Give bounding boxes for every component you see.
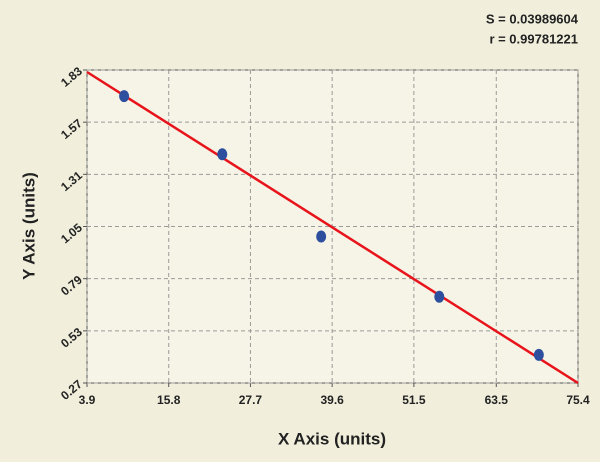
x-tick-label: 27.7 <box>239 393 263 407</box>
x-tick-label: 51.5 <box>402 393 426 407</box>
annotation: S = 0.03989604 <box>486 11 579 26</box>
annotation: r = 0.99781221 <box>489 31 578 46</box>
x-tick-label: 3.9 <box>79 393 96 407</box>
y-axis-label: Y Axis (units) <box>19 172 38 280</box>
x-tick-label: 15.8 <box>157 393 181 407</box>
point <box>533 348 544 361</box>
x-tick-label: 63.5 <box>485 393 509 407</box>
point <box>316 230 327 243</box>
x-tick-label: 39.6 <box>320 393 344 407</box>
x-axis-label: X Axis (units) <box>278 429 386 448</box>
x-tick-label: 75.4 <box>566 393 590 407</box>
point <box>119 90 130 103</box>
fit-line <box>86 70 579 385</box>
point <box>434 290 445 303</box>
point <box>217 148 228 161</box>
